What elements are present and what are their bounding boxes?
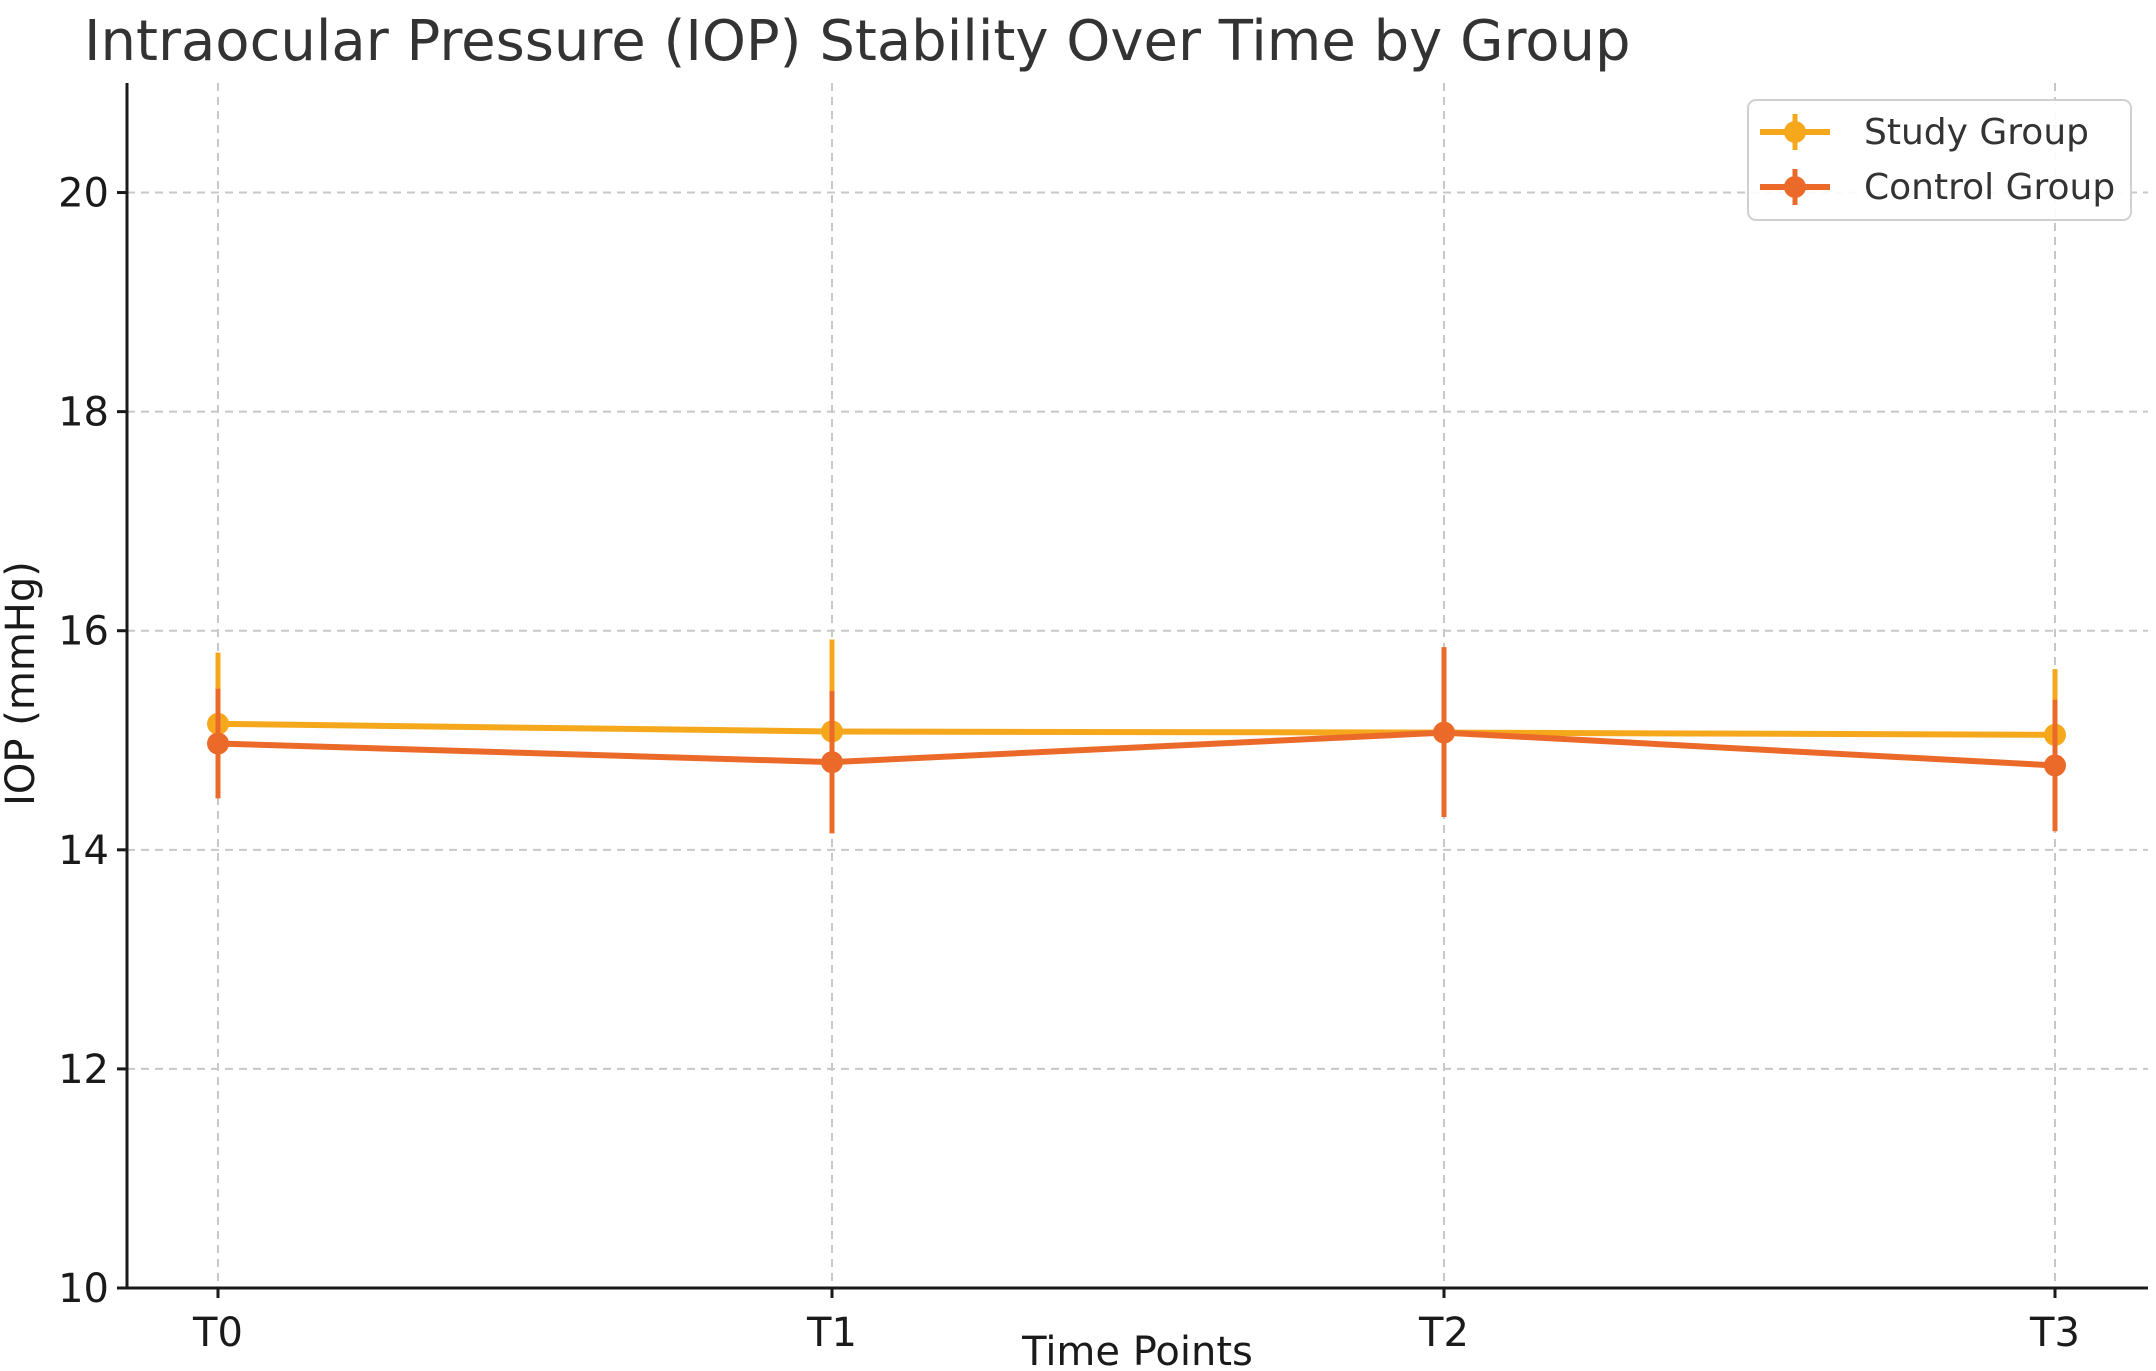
data-point (1433, 721, 1455, 744)
axes (117, 83, 2148, 1298)
data-point (2044, 754, 2066, 777)
y-tick-label: 10 (58, 1266, 109, 1312)
y-axis-label: IOP (mmHg) (0, 561, 44, 806)
tick-labels: 10 12 14 16 18 20 T0 T1 T2 T3 (58, 171, 2080, 1356)
series-line (217, 729, 2056, 769)
y-tick-label: 14 (58, 828, 109, 874)
x-tick-label: T2 (1418, 1310, 1469, 1356)
chart-title: Intraocular Pressure (IOP) Stability Ove… (84, 9, 1631, 74)
legend-item: Control Group (1760, 167, 2115, 208)
legend-marker (1784, 121, 1806, 143)
y-tick-label: 12 (58, 1047, 109, 1093)
y-tick-label: 18 (58, 390, 109, 436)
legend-marker (1784, 176, 1806, 198)
series-line (217, 720, 2056, 738)
y-tick-label: 16 (58, 609, 109, 655)
legend-box (1747, 99, 2132, 221)
data-point (207, 732, 229, 755)
legend-label: Study Group (1864, 112, 2089, 153)
x-tick-label: T0 (192, 1310, 243, 1356)
series (207, 639, 2066, 834)
y-tick-label: 20 (58, 171, 109, 217)
grid (127, 83, 2148, 1288)
legend: Study Group Control Group (1747, 99, 2132, 221)
legend-label: Control Group (1864, 167, 2115, 208)
series-1 (207, 647, 2066, 834)
x-tick-label: T3 (2029, 1310, 2080, 1356)
x-tick-label: T1 (806, 1310, 857, 1356)
series-0 (207, 639, 2066, 823)
data-point (821, 751, 843, 774)
x-axis-label: Time Points (1021, 1329, 1253, 1371)
legend-item: Study Group (1760, 112, 2089, 153)
